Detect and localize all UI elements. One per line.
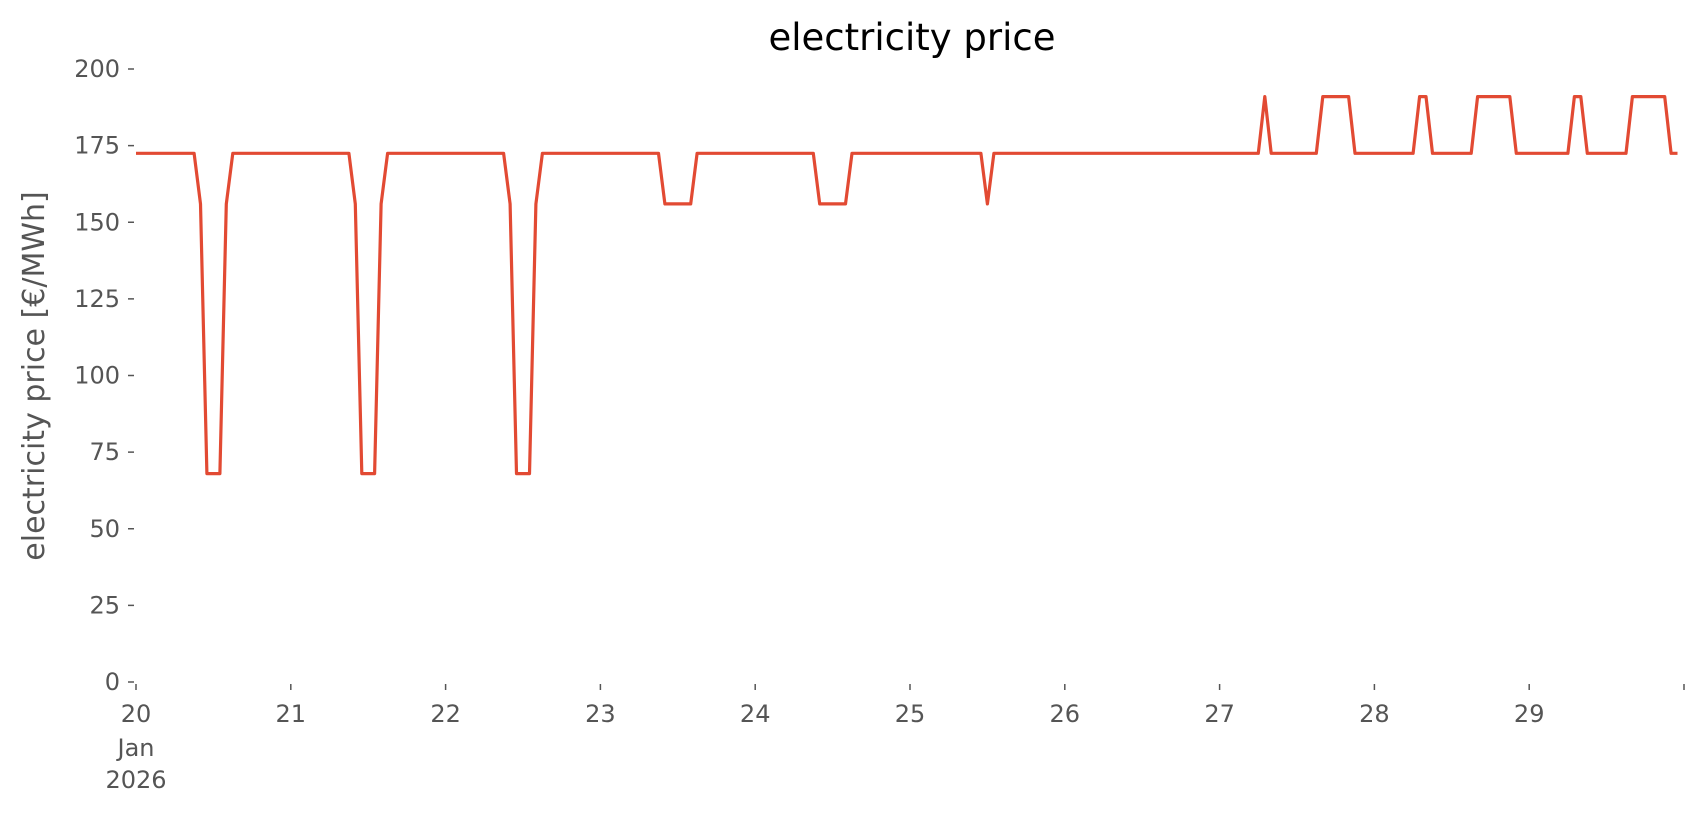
x-tick-sublabel: 2026 xyxy=(105,766,166,794)
y-tick-label: 50 xyxy=(89,515,120,543)
y-tick-label: 0 xyxy=(105,668,120,696)
x-tick-label: 24 xyxy=(740,700,771,728)
y-axis: 0 25 50 75 100 125 150 175 200 xyxy=(74,55,134,696)
y-axis-label: electricity price [€/MWh] xyxy=(17,191,52,560)
y-tick-label: 25 xyxy=(89,591,120,619)
y-tick-label: 100 xyxy=(74,362,120,390)
x-tick-label: 21 xyxy=(276,700,307,728)
chart-title: electricity price xyxy=(768,16,1055,59)
x-tick-label: 27 xyxy=(1204,700,1235,728)
x-tick-label: 28 xyxy=(1359,700,1390,728)
x-tick-label: 22 xyxy=(430,700,461,728)
y-tick-label: 125 xyxy=(74,285,120,313)
plot-area xyxy=(136,94,1678,476)
x-tick-label: 26 xyxy=(1050,700,1081,728)
y-tick-label: 75 xyxy=(89,438,120,466)
x-tick-label: 29 xyxy=(1514,700,1545,728)
y-tick-label: 175 xyxy=(74,132,120,160)
x-tick-sublabel: Jan xyxy=(116,734,155,762)
series-line xyxy=(136,94,1678,476)
y-tick-label: 200 xyxy=(74,55,120,83)
x-axis: 20 Jan 2026 21 22 23 24 25 26 27 28 29 xyxy=(105,684,1685,794)
x-tick-label: 20 xyxy=(121,700,152,728)
x-tick-label: 25 xyxy=(895,700,926,728)
x-tick-label: 23 xyxy=(585,700,616,728)
y-tick-label: 150 xyxy=(74,208,120,236)
